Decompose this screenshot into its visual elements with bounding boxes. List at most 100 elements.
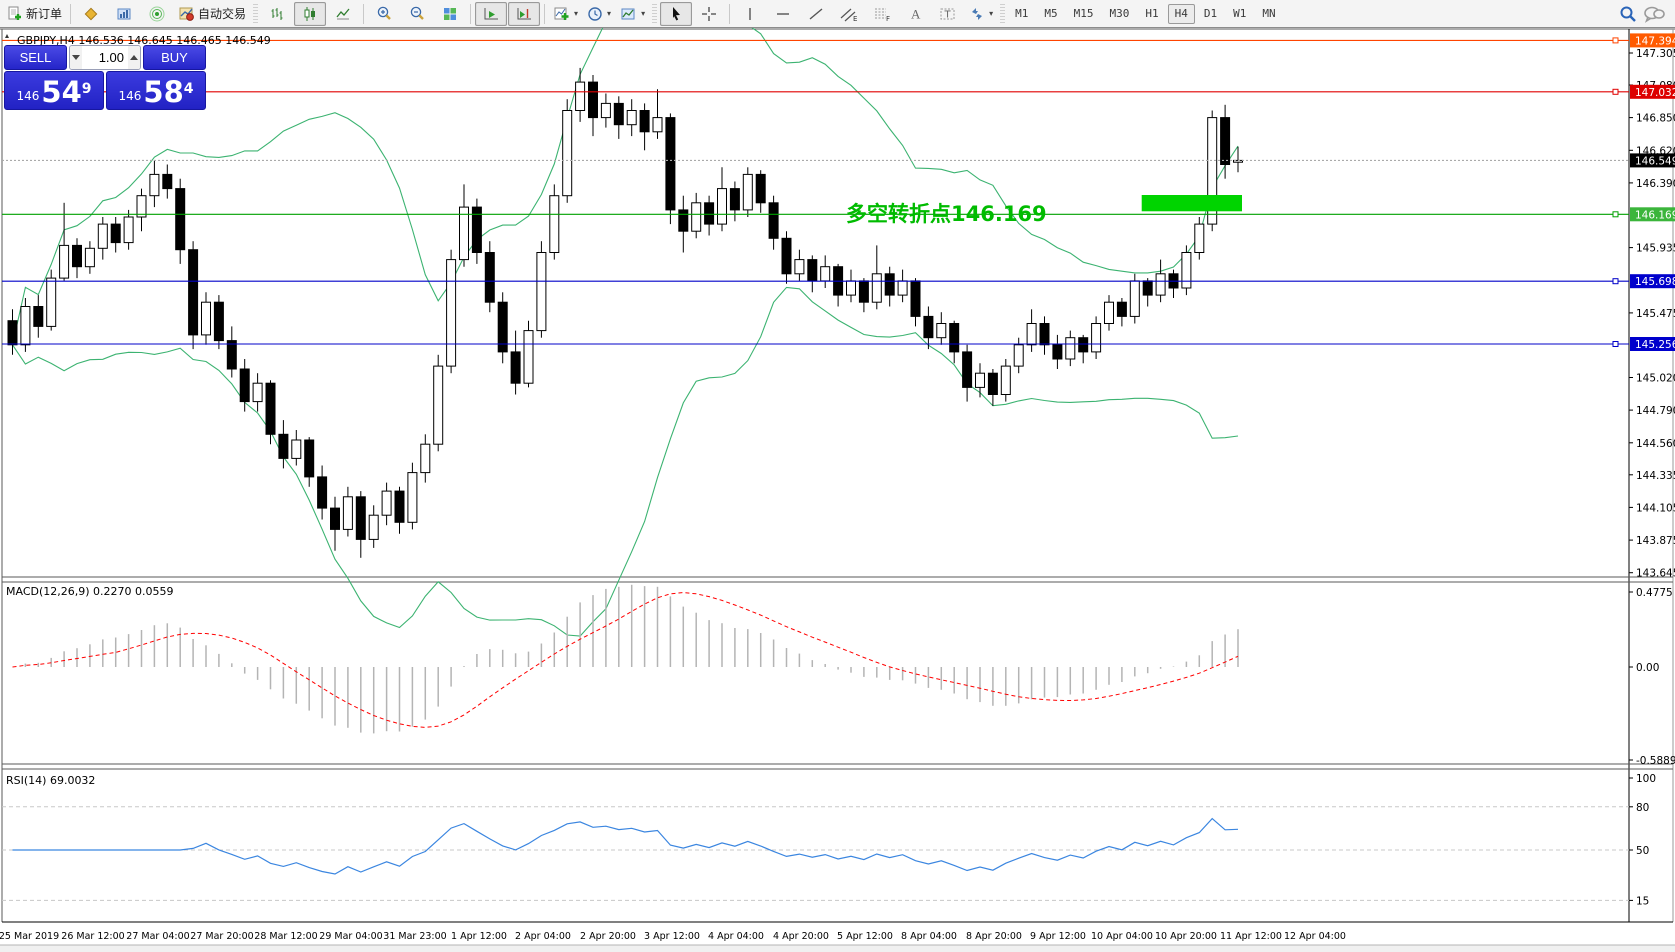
sell-price-display[interactable]: 146 54 9: [4, 71, 104, 110]
timeframe-button-mn[interactable]: MN: [1255, 4, 1282, 24]
price-badge-label: 146.549: [1635, 155, 1675, 167]
chart-background: [0, 28, 1675, 952]
time-axis-label: 2 Apr 04:00: [515, 931, 571, 942]
vertical-line-icon: [749, 7, 751, 20]
horizontal-line-tool-button[interactable]: [767, 2, 799, 26]
timeframe-button-h4[interactable]: H4: [1167, 3, 1195, 24]
chart-workspace: 147.305147.080146.850146.620146.390145.9…: [0, 28, 1675, 952]
line-handle[interactable]: [1612, 88, 1619, 95]
timeframe-button-m15[interactable]: M15: [1067, 4, 1101, 24]
volume-decrease-button[interactable]: [70, 46, 82, 69]
price-axis-tick: 144.560: [1636, 438, 1675, 450]
trendline-tool-button[interactable]: [800, 2, 832, 26]
buy-price-display[interactable]: 146 58 4: [106, 71, 206, 110]
styler-button[interactable]: [75, 2, 107, 26]
buy-price-point: 4: [183, 81, 194, 97]
bollinger-upper-band: [11, 28, 1239, 345]
rsi-axis-label: 100: [1636, 773, 1656, 785]
time-axis-label: 9 Apr 12:00: [1030, 931, 1086, 942]
new-order-label: 新订单: [26, 7, 63, 21]
line-handle[interactable]: [1612, 341, 1619, 347]
time-axis-label: 8 Apr 20:00: [966, 931, 1022, 942]
tile-windows-icon: [444, 7, 457, 20]
timeframe-button-h1[interactable]: H1: [1138, 4, 1165, 24]
periods-dropdown-button[interactable]: ▾: [583, 2, 615, 26]
candlestick-mode-button[interactable]: [294, 1, 327, 26]
line-handle[interactable]: [1612, 37, 1619, 44]
price-axis-tick: 145.475: [1636, 308, 1675, 320]
toolbar-drag-handle[interactable]: [1000, 3, 1006, 24]
price-axis-tick: 144.335: [1636, 470, 1675, 482]
cursor-tool-button[interactable]: [660, 1, 693, 26]
highlight-rectangle[interactable]: [1141, 195, 1242, 212]
toolbar-drag-handle[interactable]: [253, 3, 259, 24]
chart-canvas[interactable]: 147.305147.080146.850146.620146.390145.9…: [0, 28, 1675, 952]
price-axis-tick: 146.390: [1636, 178, 1675, 190]
time-axis-label: 2 Apr 20:00: [580, 931, 636, 942]
timeframe-button-group: M1 M5 M15 M30 H1 H4 D1 W1 MN: [1008, 3, 1283, 24]
turning-point-annotation[interactable]: 多空转折点146.169: [846, 202, 1047, 226]
timeframe-button-d1[interactable]: D1: [1197, 4, 1224, 24]
subwindow-arrow-icon[interactable]: [5, 34, 9, 38]
equidistant-channel-tool-button[interactable]: E: [833, 2, 865, 26]
fibonacci-tool-button[interactable]: F: [866, 2, 898, 26]
time-axis-label: 3 Apr 12:00: [644, 931, 700, 942]
price-badge: [1630, 33, 1675, 48]
volume-increase-button[interactable]: [128, 46, 140, 69]
bar-chart-mode-button[interactable]: [261, 2, 293, 26]
svg-text:E: E: [853, 15, 857, 22]
auto-trading-button[interactable]: 自动交易: [174, 2, 250, 26]
text-tool-button[interactable]: A: [899, 2, 931, 26]
timeframe-button-m1[interactable]: M1: [1008, 4, 1035, 24]
chart-shift-button[interactable]: [508, 1, 541, 26]
time-axis-label: 10 Apr 04:00: [1091, 931, 1153, 942]
buy-price-pips: 58: [143, 75, 184, 109]
zoom-out-button[interactable]: [401, 2, 433, 26]
time-axis-label: 5 Apr 12:00: [837, 931, 893, 942]
time-axis-label: 31 Mar 23:00: [383, 931, 446, 942]
search-icon[interactable]: [1619, 5, 1637, 23]
price-badge-label: 147.032: [1635, 87, 1675, 99]
arrows-dropdown-button[interactable]: ▾: [965, 2, 997, 26]
rsi-indicator-label: RSI(14) 69.0032: [6, 774, 96, 787]
timeframe-button-m30[interactable]: M30: [1102, 4, 1136, 24]
timeframe-button-w1[interactable]: W1: [1226, 4, 1253, 24]
text-icon: A: [911, 6, 921, 21]
toolbar-drag-handle[interactable]: [652, 3, 658, 24]
templates-dropdown-button[interactable]: ▾: [616, 2, 649, 26]
signals-button[interactable]: [141, 2, 173, 26]
vertical-line-tool-button[interactable]: [734, 2, 766, 26]
sell-button[interactable]: SELL: [4, 45, 67, 70]
svg-text:A: A: [911, 6, 921, 21]
separator: [470, 3, 472, 24]
line-handle[interactable]: [1612, 211, 1619, 218]
rsi-axis-label: 15: [1636, 895, 1649, 907]
zoom-in-button[interactable]: [368, 2, 400, 26]
price-axis-tick: 143.875: [1636, 535, 1675, 547]
crosshair-tool-button[interactable]: [693, 2, 725, 26]
line-handle[interactable]: [1612, 278, 1619, 285]
indicators-dropdown-button[interactable]: ▾: [549, 2, 582, 26]
text-label-tool-button[interactable]: T: [932, 2, 964, 26]
volume-input[interactable]: [82, 46, 128, 69]
separator: [70, 3, 72, 24]
decrease-arrow-icon: [72, 55, 80, 60]
time-axis-label: 12 Apr 04:00: [1284, 931, 1346, 942]
auto-scroll-button[interactable]: [475, 1, 508, 26]
chat-icon[interactable]: [1643, 5, 1665, 23]
line-chart-mode-button[interactable]: [327, 2, 359, 26]
time-axis-label: 25 Mar 2019: [0, 931, 59, 942]
charts-window-button[interactable]: [108, 2, 140, 26]
main-toolbar: 新订单 自动交易 ▾ ▾ ▾ E F A T ▾ M1 M5 M15 M30 H1 H4 D…: [0, 0, 1675, 28]
macd-indicator-label: MACD(12,26,9) 0.2270 0.0559: [6, 585, 174, 598]
time-axis-label: 27 Mar 04:00: [126, 931, 189, 942]
macd-axis-label: 0.00: [1636, 662, 1659, 674]
timeframe-button-m5[interactable]: M5: [1037, 4, 1064, 24]
auto-scroll-icon: [484, 7, 498, 19]
macd-signal-line: [12, 592, 1239, 728]
new-order-button[interactable]: 新订单: [2, 2, 66, 26]
time-axis-label: 4 Apr 04:00: [708, 931, 764, 942]
buy-button[interactable]: BUY: [143, 45, 206, 70]
tile-windows-button[interactable]: [434, 2, 466, 26]
chart-shift-icon: [517, 7, 531, 19]
